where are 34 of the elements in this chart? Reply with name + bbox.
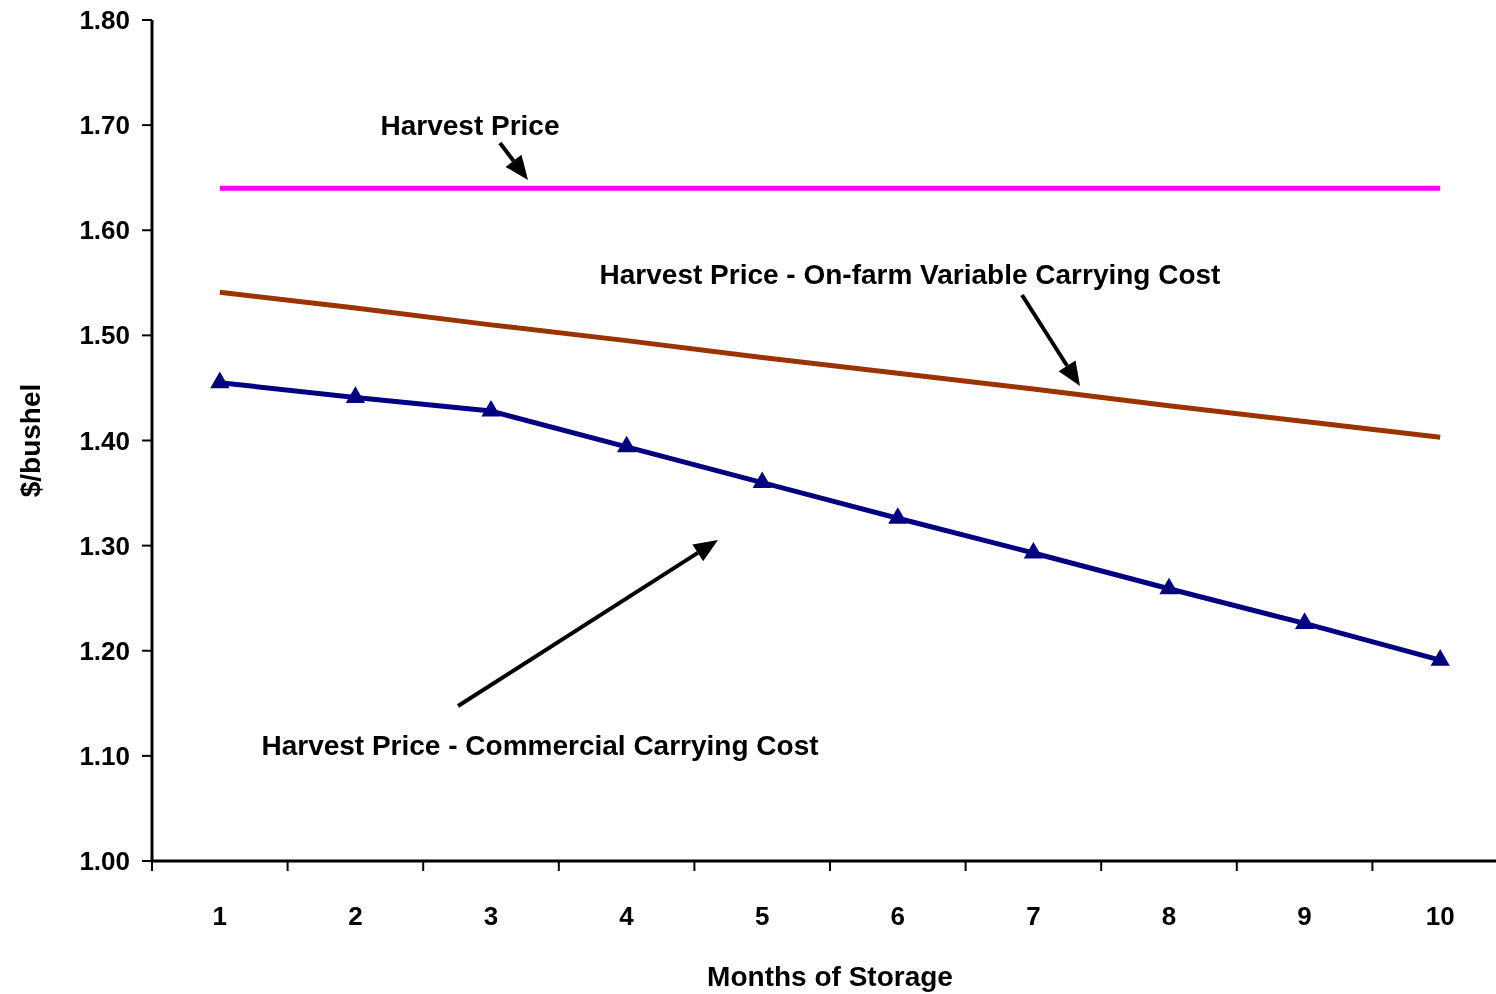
x-tick-label: 9 (1297, 901, 1312, 932)
x-tick-label: 3 (483, 901, 499, 932)
series-label: Harvest Price (380, 109, 560, 141)
x-tick-label: 5 (754, 901, 770, 932)
point (210, 371, 230, 389)
y-tick-label: 1.50 (79, 320, 130, 351)
text: Harvest Price - Commercial Carrying Cost (261, 729, 819, 761)
point (616, 435, 637, 453)
x-tick-label: 7 (1026, 901, 1041, 932)
x-axis-title: Months of Storage (707, 960, 953, 992)
x-tick-label: 2 (348, 901, 363, 932)
y-tick-label: 1.60 (79, 215, 130, 246)
point (888, 507, 908, 524)
x-tick-label: 6 (890, 901, 906, 932)
y-tick-label: 1.80 (79, 5, 130, 36)
y-tick-label: 1.10 (79, 740, 130, 771)
point (1430, 649, 1450, 666)
y-axis-title: $/bushel (14, 383, 46, 498)
x-tick-label: 8 (1161, 901, 1177, 932)
point (1023, 541, 1044, 559)
series-label: Harvest Price - On-farm Variable Carrying Cost (599, 258, 1221, 290)
point (1294, 612, 1315, 629)
x-tick-label: 4 (619, 901, 635, 932)
y-tick-label: 1.20 (79, 635, 130, 666)
y-tick-label: 1.30 (79, 530, 130, 561)
point (1159, 577, 1179, 595)
point (752, 471, 772, 489)
x-tick-label: 1 (212, 901, 228, 932)
y-tick-label: 1.40 (79, 425, 130, 456)
y-tick-label: 1.00 (79, 846, 130, 877)
point (345, 386, 366, 403)
point (481, 399, 501, 417)
x-tick-label: 10 (1425, 901, 1455, 932)
y-tick-label: 1.70 (79, 110, 130, 141)
